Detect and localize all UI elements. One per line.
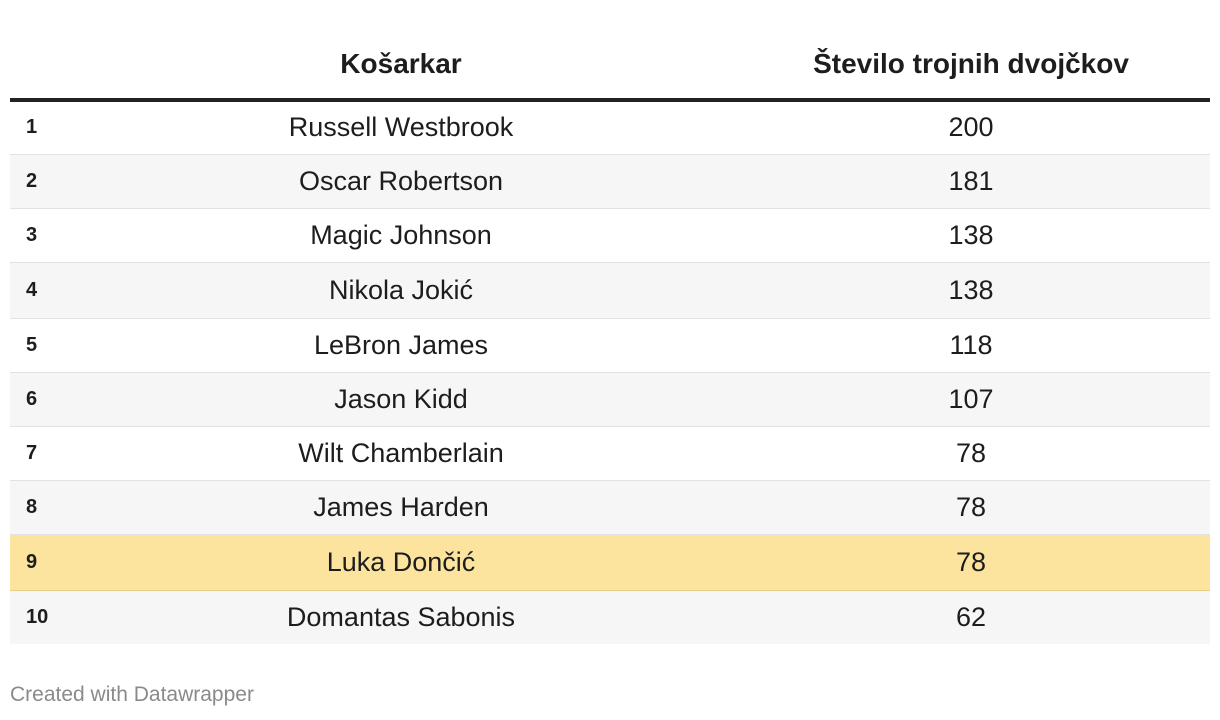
table-row: 1 Russell Westbrook 200 (10, 100, 1210, 155)
player-cell: Oscar Robertson (70, 154, 732, 209)
count-cell: 138 (732, 208, 1210, 263)
count-cell: 118 (732, 318, 1210, 373)
count-cell: 78 (732, 533, 1210, 591)
table-row: 10 Domantas Sabonis 62 (10, 590, 1210, 644)
player-cell: Nikola Jokić (70, 262, 732, 319)
highlighted-table-row: 9 Luka Dončić 78 (10, 533, 1210, 591)
rank-cell: 6 (10, 372, 70, 427)
rank-cell: 8 (10, 480, 70, 535)
column-header-player[interactable]: Košarkar (70, 30, 732, 102)
count-cell: 181 (732, 154, 1210, 209)
rank-cell: 5 (10, 318, 70, 373)
count-cell: 200 (732, 100, 1210, 155)
table-row: 8 James Harden 78 (10, 480, 1210, 535)
column-header-count[interactable]: Število trojnih dvojčkov (732, 30, 1210, 102)
count-cell: 107 (732, 372, 1210, 427)
triple-doubles-table: Košarkar Število trojnih dvojčkov 1 Russ… (10, 30, 1210, 644)
player-cell: Domantas Sabonis (70, 590, 732, 644)
table-row: 5 LeBron James 118 (10, 318, 1210, 373)
table-row: 6 Jason Kidd 107 (10, 372, 1210, 427)
column-header-rank[interactable] (10, 30, 70, 102)
table-body: 1 Russell Westbrook 200 2 Oscar Robertso… (10, 100, 1210, 644)
player-cell: James Harden (70, 480, 732, 535)
count-cell: 138 (732, 262, 1210, 319)
player-cell: Russell Westbrook (70, 100, 732, 155)
data-table-container: Košarkar Število trojnih dvojčkov 1 Russ… (10, 30, 1210, 644)
rank-cell: 3 (10, 208, 70, 263)
rank-cell: 1 (10, 100, 70, 155)
table-row: 2 Oscar Robertson 181 (10, 154, 1210, 209)
rank-cell: 4 (10, 262, 70, 319)
player-cell: Jason Kidd (70, 372, 732, 427)
count-cell: 78 (732, 426, 1210, 481)
player-cell: LeBron James (70, 318, 732, 373)
datawrapper-credit[interactable]: Created with Datawrapper (10, 683, 254, 706)
rank-cell: 7 (10, 426, 70, 481)
rank-cell: 2 (10, 154, 70, 209)
rank-cell: 9 (10, 533, 70, 591)
table-row: 4 Nikola Jokić 138 (10, 262, 1210, 319)
player-cell: Magic Johnson (70, 208, 732, 263)
table-row: 3 Magic Johnson 138 (10, 208, 1210, 263)
table-header-row: Košarkar Število trojnih dvojčkov (10, 30, 1210, 102)
count-cell: 78 (732, 480, 1210, 535)
rank-cell: 10 (10, 590, 70, 644)
table-row: 7 Wilt Chamberlain 78 (10, 426, 1210, 481)
count-cell: 62 (732, 590, 1210, 644)
player-cell: Wilt Chamberlain (70, 426, 732, 481)
player-cell: Luka Dončić (70, 533, 732, 591)
